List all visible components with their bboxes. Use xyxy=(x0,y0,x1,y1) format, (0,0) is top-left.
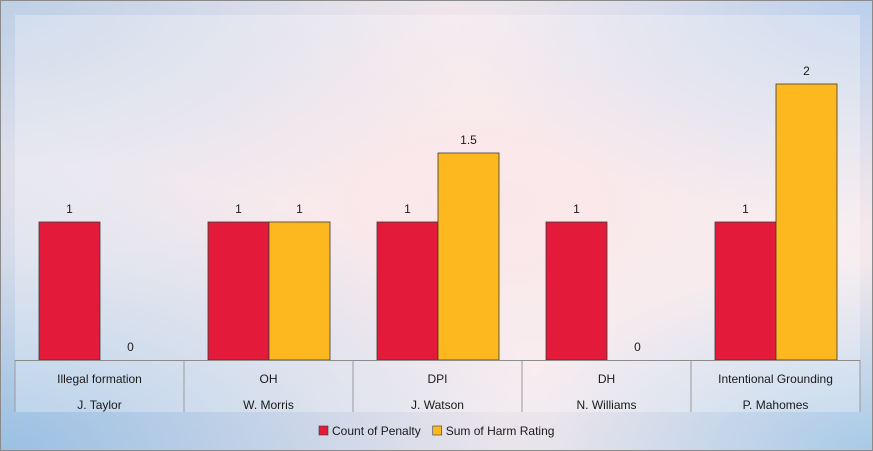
data-label-1-3: 0 xyxy=(634,340,641,354)
data-label-0-4: 1 xyxy=(742,202,749,216)
bar-count-of-penalty-0[interactable] xyxy=(38,221,101,361)
data-label-0-2: 1 xyxy=(404,202,411,216)
legend-swatch-1 xyxy=(432,425,443,436)
category-axis: Illegal formation J. Taylor OH W. Morris DPI… xyxy=(14,360,861,412)
legend-label-0: Count of Penalty xyxy=(332,424,421,438)
category-label-1: OH xyxy=(260,372,278,386)
data-label-1-2: 1.5 xyxy=(460,133,477,147)
data-labels-group: 1 0 1 1 1 1.5 1 0 1 2 xyxy=(66,64,810,354)
data-label-1-4: 2 xyxy=(803,64,810,78)
bar-count-of-penalty-3[interactable] xyxy=(545,221,608,361)
bar-sum-of-harm-rating-1[interactable] xyxy=(268,221,331,361)
bars-group xyxy=(38,83,838,361)
bar-count-of-penalty-1[interactable] xyxy=(207,221,270,361)
legend-swatch-0 xyxy=(318,425,329,436)
category-label-2: DPI xyxy=(427,372,447,386)
data-label-0-1: 1 xyxy=(235,202,242,216)
category-label-0: Illegal formation xyxy=(57,372,142,386)
data-label-0-3: 1 xyxy=(573,202,580,216)
bar-sum-of-harm-rating-4[interactable] xyxy=(775,83,838,361)
data-label-1-0: 0 xyxy=(127,340,134,354)
bar-count-of-penalty-2[interactable] xyxy=(376,221,439,361)
bar-sum-of-harm-rating-2[interactable] xyxy=(437,152,500,361)
category-sublabel-2: J. Watson xyxy=(411,398,464,412)
data-label-0-0: 1 xyxy=(66,202,73,216)
category-sublabel-4: P. Mahomes xyxy=(743,398,809,412)
legend: Count of Penalty Sum of Harm Rating xyxy=(318,424,555,438)
category-sublabel-1: W. Morris xyxy=(243,398,294,412)
bar-count-of-penalty-4[interactable] xyxy=(714,221,777,361)
category-label-4: Intentional Grounding xyxy=(718,372,833,386)
category-sublabel-3: N. Williams xyxy=(577,398,637,412)
category-label-3: DH xyxy=(598,372,615,386)
data-label-1-1: 1 xyxy=(296,202,303,216)
legend-label-1: Sum of Harm Rating xyxy=(446,424,555,438)
category-sublabel-0: J. Taylor xyxy=(77,398,121,412)
